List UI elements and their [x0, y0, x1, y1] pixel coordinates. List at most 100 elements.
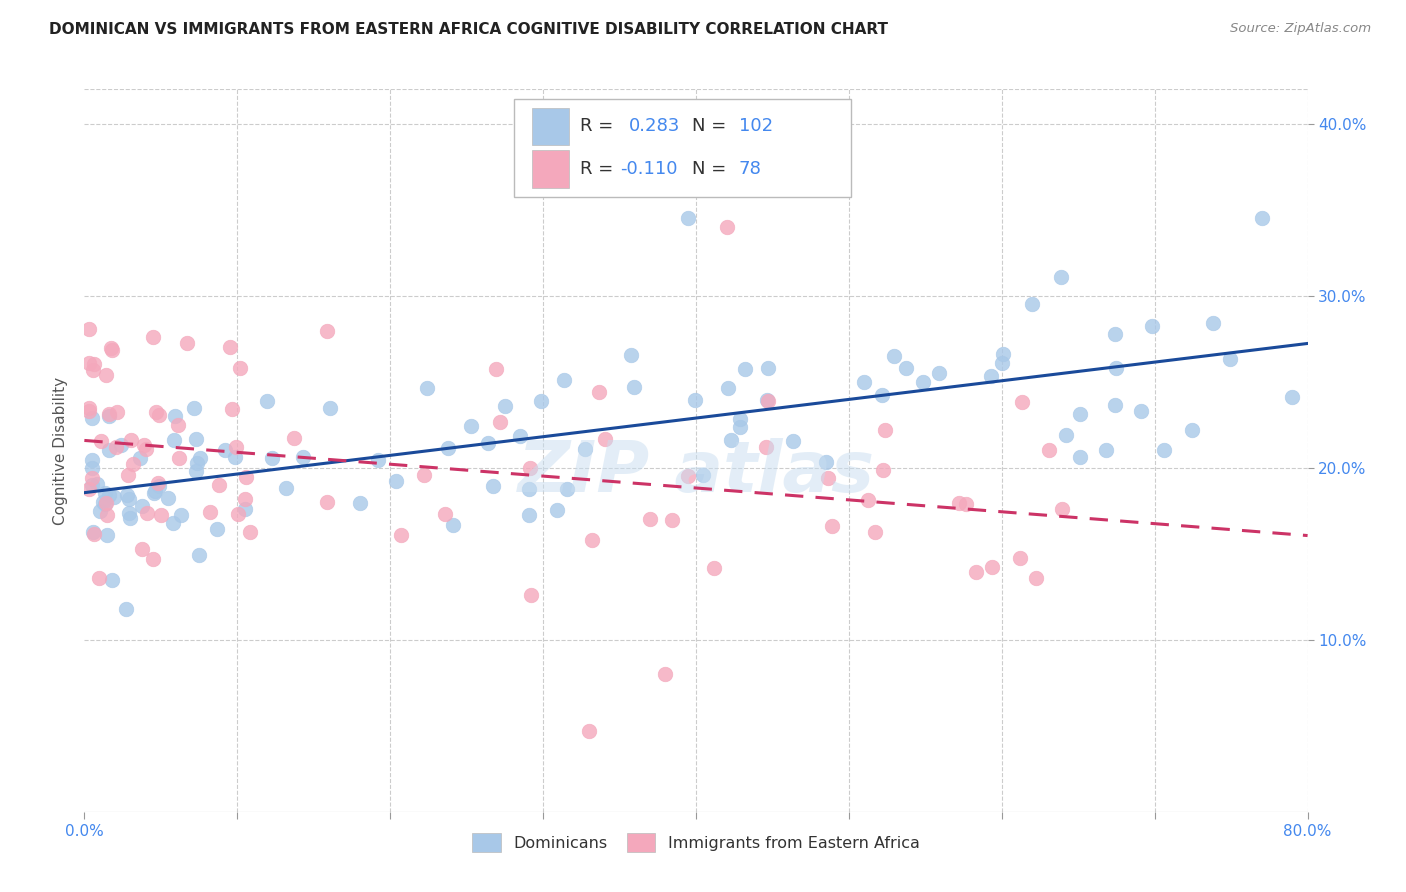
Point — [546, 502, 568, 516]
Point — [412, 468, 434, 483]
Point — [162, 516, 184, 530]
Point — [865, 524, 887, 539]
Point — [77, 356, 100, 370]
Point — [1142, 319, 1164, 334]
Point — [349, 496, 371, 510]
Point — [315, 324, 337, 338]
Point — [1104, 398, 1126, 412]
Point — [433, 508, 456, 522]
Point — [716, 219, 738, 234]
Point — [416, 381, 439, 395]
Point — [519, 461, 541, 475]
Point — [208, 478, 231, 492]
Point — [145, 404, 167, 418]
Point — [80, 411, 103, 425]
FancyBboxPatch shape — [531, 150, 569, 188]
Point — [103, 490, 125, 504]
Point — [494, 399, 516, 413]
Point — [1095, 443, 1118, 458]
Point — [578, 723, 600, 738]
Point — [620, 348, 643, 362]
Point — [367, 452, 389, 467]
Legend: Dominicans, Immigrants from Eastern Africa: Dominicans, Immigrants from Eastern Afri… — [465, 827, 927, 858]
Point — [141, 552, 163, 566]
Point — [991, 347, 1014, 361]
Point — [115, 488, 138, 502]
Point — [678, 211, 700, 226]
Point — [235, 501, 257, 516]
Point — [553, 374, 575, 388]
Point — [276, 481, 298, 495]
Point — [477, 435, 499, 450]
Point — [176, 335, 198, 350]
Point — [756, 393, 779, 408]
Point — [1021, 297, 1043, 311]
Point — [115, 602, 138, 616]
Point — [588, 385, 610, 400]
Point — [1010, 550, 1032, 565]
Text: 0.283: 0.283 — [628, 118, 681, 136]
Point — [896, 360, 918, 375]
Point — [262, 451, 284, 466]
Point — [720, 433, 742, 447]
Text: Source: ZipAtlas.com: Source: ZipAtlas.com — [1230, 22, 1371, 36]
Point — [1219, 352, 1241, 367]
Point — [1069, 407, 1091, 421]
Point — [385, 475, 408, 489]
Point — [214, 442, 236, 457]
Point — [911, 375, 934, 389]
Point — [692, 468, 714, 483]
Point — [96, 508, 118, 522]
Point — [132, 438, 155, 452]
Point — [489, 415, 512, 429]
Point — [948, 496, 970, 510]
Point — [1025, 571, 1047, 585]
Point — [870, 388, 893, 402]
Point — [1105, 361, 1128, 376]
Point — [756, 360, 779, 375]
Point — [517, 482, 540, 496]
Point — [555, 482, 578, 496]
Point — [87, 571, 110, 585]
Point — [815, 455, 838, 469]
Point — [593, 433, 616, 447]
Text: N =: N = — [692, 118, 733, 136]
Point — [728, 412, 751, 426]
Point — [200, 505, 222, 519]
Point — [873, 423, 896, 437]
Point — [319, 401, 342, 415]
Point — [955, 497, 977, 511]
Point — [852, 375, 875, 389]
Point — [146, 476, 169, 491]
Point — [965, 565, 987, 579]
Point — [183, 401, 205, 415]
Text: N =: N = — [692, 160, 733, 178]
Point — [98, 488, 121, 502]
Y-axis label: Cognitive Disability: Cognitive Disability — [53, 376, 69, 524]
Point — [239, 524, 262, 539]
Point — [131, 542, 153, 557]
Point — [77, 322, 100, 336]
Point — [856, 493, 879, 508]
Point — [80, 478, 103, 492]
Point — [143, 484, 166, 499]
Point — [120, 433, 142, 447]
Point — [1011, 395, 1033, 409]
Point — [1130, 404, 1153, 418]
Point — [256, 394, 278, 409]
Point — [100, 341, 122, 355]
Point — [82, 363, 104, 377]
Point — [638, 512, 661, 526]
Point — [170, 508, 193, 522]
Point — [89, 504, 111, 518]
Point — [129, 451, 152, 466]
Point — [77, 482, 100, 496]
Point — [1202, 316, 1225, 330]
Point — [105, 440, 128, 454]
Point — [229, 361, 252, 376]
Point — [94, 486, 117, 500]
Point — [1050, 270, 1073, 285]
Point — [207, 522, 229, 536]
Point — [233, 492, 256, 507]
Text: 102: 102 — [738, 118, 773, 136]
